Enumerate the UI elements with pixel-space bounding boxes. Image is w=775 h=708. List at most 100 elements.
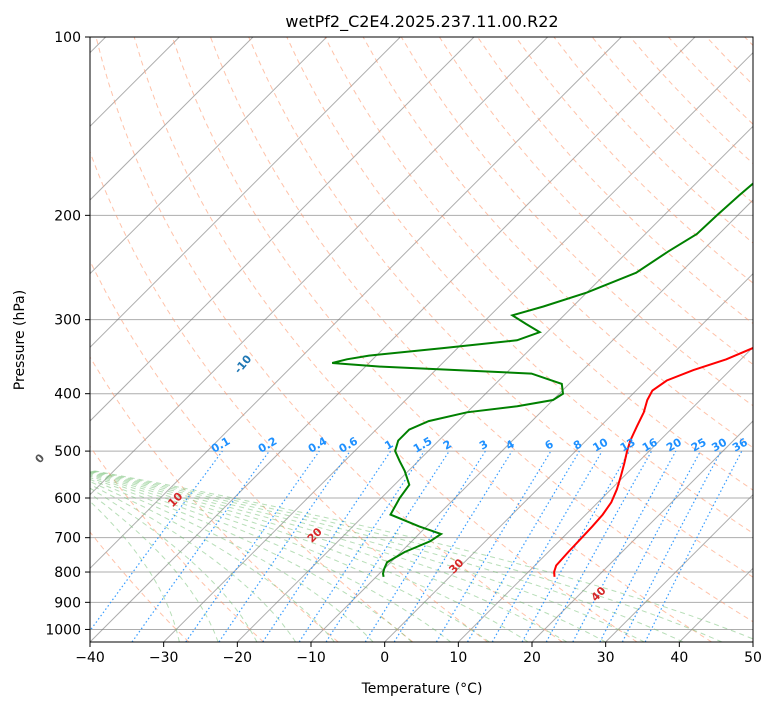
mixing-ratio-line <box>572 450 677 642</box>
dry-adiabat-line <box>591 37 753 204</box>
y-tick-label: 800 <box>54 565 81 581</box>
chart-title: wetPf2_C2E4.2025.237.11.00.R22 <box>285 12 558 32</box>
mixing-ratio-line <box>393 450 513 642</box>
dry-adiabat-line <box>171 37 712 642</box>
isotherm-line <box>531 420 753 642</box>
moist-adiabat-line <box>90 473 529 642</box>
mixing-ratio-line <box>435 450 552 642</box>
x-axis: −40 −30 −20 −10 0 10 20 30 40 50 <box>75 642 762 666</box>
isotherm-line <box>90 37 475 422</box>
isotherm-line <box>457 346 753 642</box>
mixing-ratio-line <box>644 450 743 642</box>
mixing-ratio-label: 0.2 <box>256 435 279 456</box>
moist-adiabat-line <box>90 471 645 642</box>
isotherm-line <box>90 37 549 496</box>
dry-adiabat-line <box>515 37 753 284</box>
dry-adiabat-line <box>90 356 339 642</box>
moist-adiabat-line <box>90 487 258 642</box>
dry-adiabat-line <box>286 37 753 534</box>
dry-adiabat-label: -10 <box>232 352 255 376</box>
dry-adiabat-line <box>210 37 753 623</box>
isotherm-line <box>310 199 753 642</box>
x-tick-label: 50 <box>744 650 762 666</box>
moist-adiabat-line <box>90 483 297 642</box>
inline-labels: 0.1 0.2 0.4 0.6 1 1.5 2 3 4 6 8 10 13 16 20 25 30 36-1001… <box>33 352 751 604</box>
y-tick-label: 700 <box>54 531 81 547</box>
dry-adiabat-line <box>90 531 190 642</box>
isotherm-line <box>90 37 622 570</box>
isotherm-line <box>678 567 753 642</box>
y-tick-label: 200 <box>54 208 81 224</box>
moist-adiabat-label: 30 <box>446 556 466 576</box>
dry-adiabat-line <box>668 37 753 125</box>
moist-adiabat-line <box>90 481 335 642</box>
y-tick-label: 400 <box>54 387 81 403</box>
mixing-ratio-label: 0.1 <box>209 435 232 456</box>
isotherm-line <box>605 493 753 642</box>
moist-adiabat-line <box>90 471 606 642</box>
mixing-ratio-label: 4 <box>504 437 517 452</box>
mixing-ratio-line <box>298 450 425 642</box>
dry-adiabat-line <box>400 37 753 407</box>
mixing-ratio-line <box>262 450 392 642</box>
dry-adiabat-line <box>744 37 753 47</box>
mixing-ratio-line <box>90 450 223 632</box>
mixing-ratio-label: 10 <box>590 435 610 454</box>
mixing-ratio-label: 25 <box>689 436 709 455</box>
mixing-ratio-label: 13 <box>618 436 638 455</box>
x-axis-label: Temperature (°C) <box>361 681 483 697</box>
dry-adiabat-line <box>438 37 753 366</box>
isotherm-line <box>752 641 753 642</box>
isotherm-line <box>384 272 753 642</box>
mixing-ratio-label: 0.4 <box>306 434 330 455</box>
y-axis-label: Pressure (hPa) <box>12 290 28 390</box>
isotherm-line <box>236 125 753 642</box>
x-tick-label: −20 <box>223 650 253 666</box>
x-tick-label: 0 <box>380 650 389 666</box>
moist-adiabat-line <box>90 472 568 642</box>
mixing-ratio-line <box>185 450 320 642</box>
mixing-ratio-line <box>131 450 270 642</box>
dry-adiabat-line <box>553 37 753 244</box>
mixing-ratio-line <box>545 450 653 642</box>
temperature-profile-line <box>553 346 753 577</box>
moist-adiabat-line <box>90 477 413 642</box>
dry-adiabat-line <box>90 150 488 642</box>
x-tick-label: 40 <box>670 650 688 666</box>
moist-adiabat-label: 40 <box>589 584 609 604</box>
isotherm-line <box>90 37 696 642</box>
moist-adiabat-label: 0 <box>33 451 48 466</box>
y-tick-label: 1000 <box>45 622 81 638</box>
mixing-ratio-line <box>218 450 351 642</box>
mixing-ratio-label: 30 <box>709 435 729 454</box>
mixing-ratio-label: 3 <box>477 438 490 453</box>
data-lines <box>331 182 753 577</box>
y-tick-label: 100 <box>54 30 81 46</box>
dry-adiabat-line <box>90 445 264 642</box>
plot-frame <box>89 36 754 643</box>
mixing-ratio-label: 1 <box>382 438 395 453</box>
mixing-ratio-label: 36 <box>730 435 750 454</box>
dewpoint-profile-line <box>331 182 753 577</box>
moist-adiabat-line <box>90 475 451 642</box>
isotherm-line <box>163 51 753 642</box>
x-tick-label: −10 <box>296 650 326 666</box>
y-tick-label: 300 <box>54 313 81 329</box>
y-tick-label: 500 <box>54 444 81 460</box>
x-tick-label: 30 <box>597 650 615 666</box>
isotherm-line <box>90 37 328 275</box>
x-tick-label: 20 <box>523 650 541 666</box>
mixing-ratio-line <box>325 450 450 642</box>
mixing-ratio-line <box>466 450 580 642</box>
moist-adiabat-line <box>90 492 219 642</box>
dry-adiabat-line <box>95 37 563 642</box>
isotherm-line <box>90 37 254 201</box>
y-tick-label: 600 <box>54 491 81 507</box>
moist-adiabat-line <box>90 469 753 640</box>
x-tick-label: −30 <box>149 650 179 666</box>
mixing-ratio-label: 20 <box>664 435 684 454</box>
y-tick-label: 900 <box>54 595 81 611</box>
mixing-ratio-label: 6 <box>543 437 556 452</box>
moist-adiabat-line <box>90 470 723 642</box>
